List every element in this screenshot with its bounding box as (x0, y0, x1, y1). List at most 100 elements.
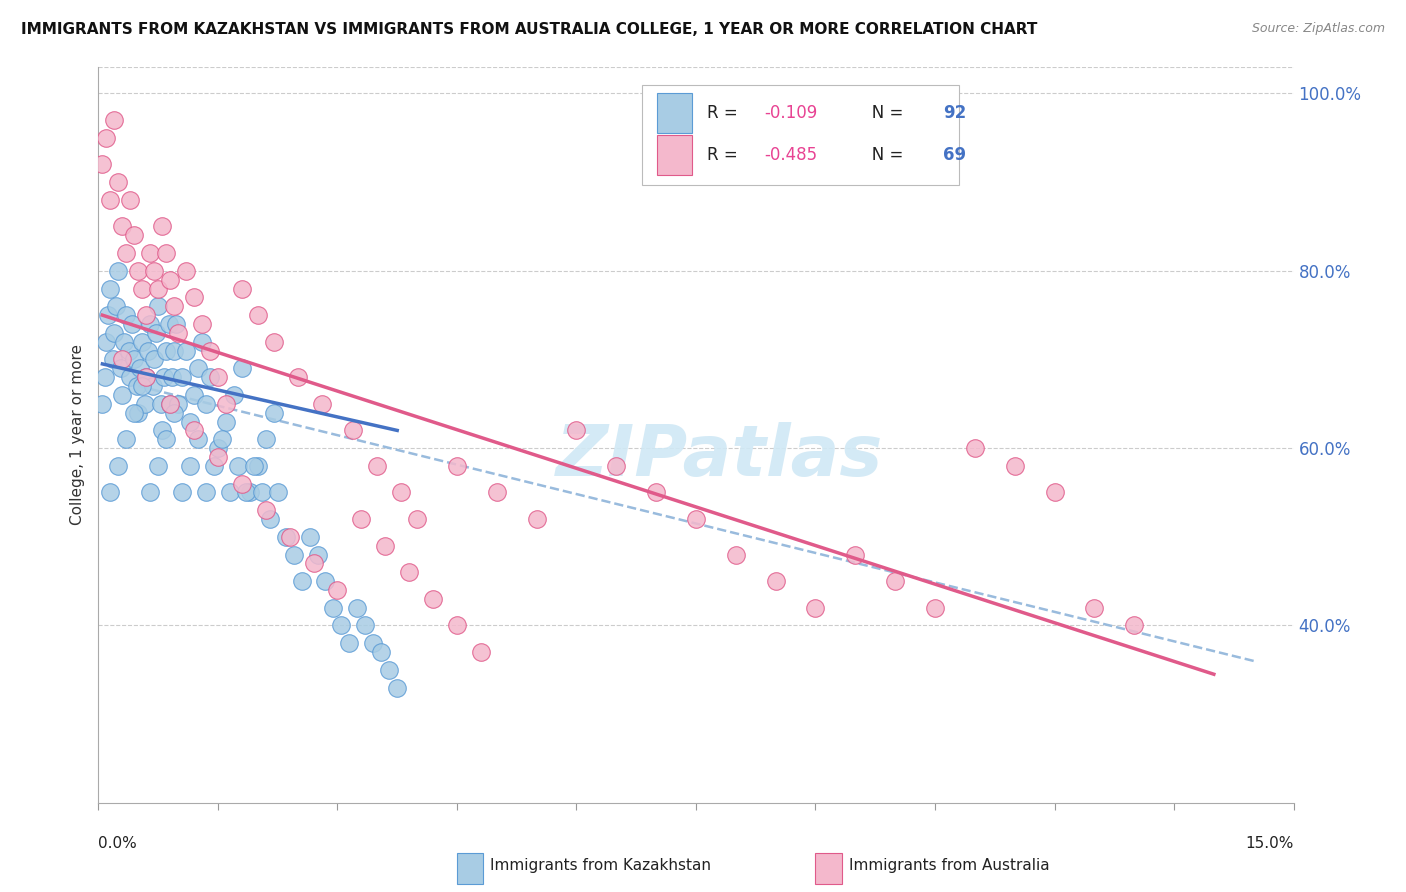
Point (963, 441, 986, 455)
Point (1004, 458, 1026, 473)
Point (215, 397, 238, 411)
Point (526, 512, 548, 526)
Point (446, 458, 468, 473)
Point (115, 432, 138, 446)
Point (366, 458, 388, 473)
Point (804, 600, 827, 615)
Point (406, 512, 429, 526)
Text: N =: N = (856, 104, 908, 122)
Point (307, 548, 329, 562)
Point (322, 600, 344, 615)
Point (174, 264, 197, 278)
Point (246, 308, 269, 322)
Point (207, 370, 229, 384)
Point (389, 485, 412, 500)
Text: 15.0%: 15.0% (1246, 836, 1294, 851)
Point (179, 415, 201, 429)
Point (167, 397, 190, 411)
Point (350, 512, 373, 526)
Text: Immigrants from Kazakhstan: Immigrants from Kazakhstan (491, 858, 711, 873)
Point (565, 424, 588, 438)
Point (111, 388, 134, 402)
Point (150, 424, 173, 438)
Text: IMMIGRANTS FROM KAZAKHSTAN VS IMMIGRANTS FROM AUSTRALIA COLLEGE, 1 YEAR OR MORE : IMMIGRANTS FROM KAZAKHSTAN VS IMMIGRANTS… (21, 22, 1038, 37)
Point (222, 388, 245, 402)
Point (326, 582, 349, 597)
Point (98, 485, 122, 500)
Point (139, 485, 162, 500)
Point (96, 334, 118, 349)
Point (485, 485, 508, 500)
Point (112, 334, 135, 349)
Point (844, 548, 866, 562)
Point (605, 458, 627, 473)
Point (148, 281, 170, 295)
Text: N =: N = (856, 146, 908, 164)
Point (398, 566, 420, 580)
Point (149, 397, 172, 411)
Point (231, 476, 253, 491)
Point (139, 317, 162, 331)
Point (135, 308, 157, 322)
Point (152, 370, 174, 384)
Point (124, 228, 146, 243)
Point (131, 281, 153, 295)
Point (422, 591, 444, 606)
Point (145, 326, 167, 340)
Point (167, 326, 190, 340)
Text: R =: R = (707, 104, 742, 122)
Point (124, 352, 146, 367)
Point (183, 388, 205, 402)
Point (374, 539, 396, 553)
Point (159, 397, 181, 411)
Text: Source: ZipAtlas.com: Source: ZipAtlas.com (1251, 22, 1385, 36)
Point (157, 317, 180, 331)
Point (291, 574, 314, 589)
Point (884, 574, 907, 589)
Point (346, 600, 368, 615)
Point (128, 361, 150, 376)
Point (159, 397, 181, 411)
Point (104, 299, 127, 313)
Point (339, 636, 361, 650)
Point (645, 485, 668, 500)
Point (155, 343, 177, 358)
Point (143, 264, 166, 278)
Point (924, 600, 946, 615)
Point (148, 458, 170, 473)
Point (111, 219, 134, 234)
Point (378, 663, 401, 677)
Point (198, 370, 221, 384)
Point (231, 281, 253, 295)
Point (98, 281, 122, 295)
Y-axis label: College, 1 year or more: College, 1 year or more (70, 344, 86, 525)
Point (211, 432, 233, 446)
Text: 92: 92 (943, 104, 966, 122)
Point (111, 352, 134, 367)
Point (207, 441, 229, 455)
Point (302, 557, 325, 571)
Point (235, 485, 257, 500)
Point (183, 290, 205, 304)
Point (148, 299, 170, 313)
Point (207, 450, 229, 464)
Point (101, 352, 124, 367)
Point (97, 308, 120, 322)
Point (274, 530, 297, 544)
Point (191, 334, 214, 349)
Point (125, 379, 148, 393)
Point (115, 246, 138, 260)
Point (103, 326, 125, 340)
Point (246, 458, 269, 473)
Point (107, 264, 129, 278)
Point (470, 645, 492, 659)
Point (263, 406, 285, 420)
Point (124, 406, 146, 420)
Text: 0.0%: 0.0% (98, 836, 138, 851)
Point (187, 361, 209, 376)
Point (311, 397, 333, 411)
Point (160, 370, 183, 384)
Point (127, 264, 149, 278)
Point (172, 370, 194, 384)
Point (115, 308, 138, 322)
